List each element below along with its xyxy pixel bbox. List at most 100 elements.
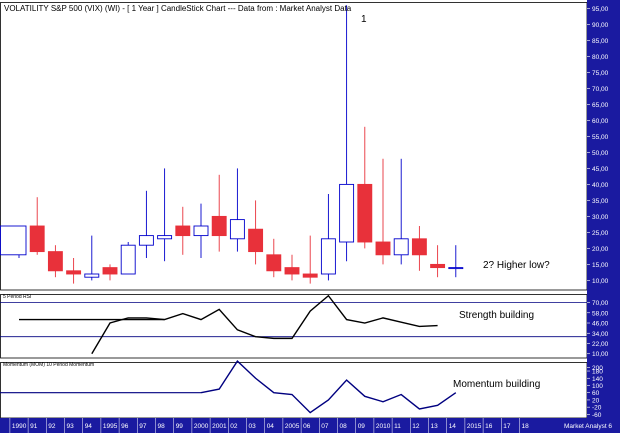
x-tick-label: 2000 <box>194 423 209 430</box>
momentum-panel <box>0 360 457 414</box>
x-tick-label: 96 <box>121 423 129 430</box>
candle-body <box>84 273 100 278</box>
y-tick-label-panel2: 46,00 <box>592 321 609 328</box>
x-tick-label: 16 <box>485 423 493 430</box>
candle-body <box>47 251 63 272</box>
annotation-peak: 1 <box>361 14 367 25</box>
x-tick-label: 13 <box>431 423 439 430</box>
candle-body <box>66 270 82 275</box>
annotation-momentum: Momentum building <box>453 379 540 390</box>
candle-body <box>157 235 173 240</box>
x-tick-label: 08 <box>340 423 348 430</box>
candle-body <box>266 254 282 272</box>
y-tick-label-panel1: 75,00 <box>592 70 609 77</box>
price-panel <box>0 5 464 284</box>
y-tick-label-panel3: 200 <box>592 365 603 372</box>
value-axis-background <box>587 0 620 418</box>
x-tick-label: 02 <box>230 423 238 430</box>
candle-body <box>302 273 318 278</box>
candle-body <box>393 238 409 256</box>
y-tick-label-panel3: 180 <box>592 369 603 376</box>
x-tick-label: 17 <box>503 423 511 430</box>
y-tick-label-panel1: 45,00 <box>592 166 609 173</box>
y-tick-label-panel3: -20 <box>592 405 602 412</box>
x-tick-label: 2001 <box>212 423 227 430</box>
x-tick-label: 91 <box>30 423 38 430</box>
x-tick-label: 1995 <box>103 423 118 430</box>
candle-body <box>0 225 27 256</box>
candle-body <box>357 183 373 243</box>
y-tick-label-panel1: 30,00 <box>592 214 609 221</box>
candle-body <box>248 228 264 253</box>
y-tick-label-panel1: 70,00 <box>592 86 609 93</box>
y-tick-label-panel1: 15,00 <box>592 262 609 269</box>
momentum-panel-title: Momentum (MOM) 10 Period Momentum <box>3 362 94 368</box>
x-tick-label: 07 <box>321 423 329 430</box>
x-tick-label: 11 <box>394 423 401 430</box>
y-tick-label-panel1: 85,00 <box>592 38 609 45</box>
candle-body <box>375 241 391 256</box>
y-tick-label-panel2: 34,00 <box>592 331 609 338</box>
x-tick-label: 2015 <box>467 423 482 430</box>
candle-body <box>102 267 118 275</box>
y-tick-label-panel1: 55,00 <box>592 134 609 141</box>
y-tick-label-panel2: 22,00 <box>592 341 609 348</box>
y-tick-label-panel3: -60 <box>592 412 602 419</box>
x-tick-label: 1990 <box>12 423 27 430</box>
x-tick-label: 98 <box>158 423 166 430</box>
y-tick-label-panel1: 60,00 <box>592 118 609 125</box>
momentum-line <box>200 360 457 414</box>
y-tick-label-panel1: 10,00 <box>592 278 609 285</box>
y-tick-label-panel2: 10,00 <box>592 351 609 358</box>
candle-body <box>120 244 136 275</box>
x-tick-label: 04 <box>267 423 275 430</box>
candle-body <box>411 238 427 256</box>
x-tick-label: 09 <box>358 423 366 430</box>
x-tick-label: 12 <box>412 423 420 430</box>
y-tick-label-panel1: 25,00 <box>592 230 609 237</box>
candle-body <box>430 263 446 269</box>
x-tick-label: 18 <box>522 423 530 430</box>
candle-body <box>29 225 45 253</box>
candle-body <box>284 267 300 275</box>
x-tick-label: 93 <box>67 423 75 430</box>
y-tick-label-panel1: 40,00 <box>592 182 609 189</box>
candle-body <box>448 267 464 270</box>
y-tick-label-panel1: 90,00 <box>592 22 609 29</box>
rsi-panel <box>0 294 587 355</box>
y-tick-label-panel3: 100 <box>592 383 603 390</box>
y-tick-label-panel1: 95,00 <box>592 6 609 13</box>
right-value-axis: 10,00 15,00 20,00 25,00 30,00 35,00 40,00 45,00… <box>587 0 620 419</box>
annotation-higher-low: 2? Higher low? <box>483 260 550 271</box>
y-tick-label-panel2: 58,00 <box>592 310 609 317</box>
x-tick-label: 03 <box>249 423 257 430</box>
candle-body <box>339 183 355 243</box>
candle-body <box>193 225 209 237</box>
footer-brand: Market Analyst 6 <box>564 423 612 430</box>
x-tick-label: 94 <box>85 423 93 430</box>
y-tick-label-panel1: 35,00 <box>592 198 609 205</box>
y-tick-label-panel3: 20 <box>592 397 600 404</box>
x-tick-label: 06 <box>303 423 311 430</box>
rsi-line <box>91 294 438 355</box>
date-axis: 1990 91 92 93 94 1995 96 97 98 99 2000 2001 02 03 04 20… <box>0 418 620 433</box>
y-tick-label-panel2: 70,00 <box>592 300 609 307</box>
x-tick-label: 2010 <box>376 423 391 430</box>
annotation-strength: Strength building <box>459 310 534 321</box>
candle-body <box>211 215 227 237</box>
rsi-panel-title: 5 Period RSI <box>3 294 31 300</box>
y-tick-label-panel1: 65,00 <box>592 102 609 109</box>
x-tick-label: 92 <box>48 423 56 430</box>
candle-body <box>320 238 336 275</box>
x-tick-label: 99 <box>176 423 184 430</box>
chart-title: VOLATILITY S&P 500 (VIX) (WI) - [ 1 Year… <box>4 4 352 13</box>
x-tick-label: 97 <box>139 423 147 430</box>
y-tick-label-panel1: 50,00 <box>592 150 609 157</box>
y-tick-label-panel1: 80,00 <box>592 54 609 61</box>
y-tick-label-panel1: 20,00 <box>592 246 609 253</box>
x-tick-label: 2005 <box>285 423 300 430</box>
candle-body <box>138 235 154 246</box>
y-tick-label-panel3: 60 <box>592 390 600 397</box>
